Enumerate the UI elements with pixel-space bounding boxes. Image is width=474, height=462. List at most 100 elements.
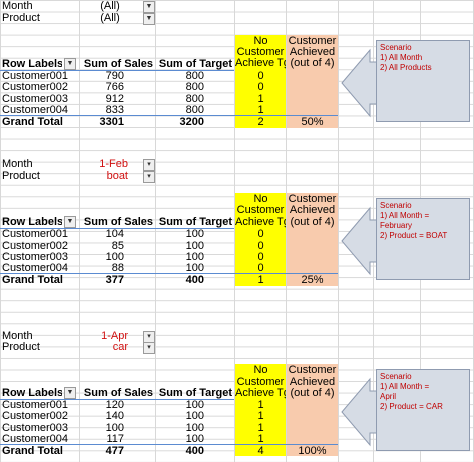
column-line — [234, 0, 235, 462]
header-divider — [0, 70, 234, 71]
scenario-title: Scenario — [380, 201, 412, 210]
filter-icon[interactable]: ▼ — [64, 216, 76, 228]
header-divider — [0, 399, 234, 400]
table-row: Customer004 — [2, 262, 69, 274]
cell-flag: 1 — [257, 104, 264, 116]
cell-flag: 0 — [257, 228, 264, 240]
filter-month-label: Month — [2, 0, 33, 12]
cell-target: 100 — [185, 262, 204, 274]
filter-active-icon[interactable]: ▾ — [143, 159, 155, 171]
row-labels-header: Row Labels — [2, 216, 62, 228]
sum-sales-header: Sum of Sales — [83, 216, 153, 228]
filter-product-label: Product — [2, 170, 40, 182]
cell-sales: 104 — [105, 228, 124, 240]
filter-icon[interactable]: ▼ — [64, 387, 76, 399]
scenario-title: Scenario — [380, 372, 412, 381]
filter-month-value[interactable]: 1-Feb — [99, 158, 128, 170]
total-target: 3200 — [179, 116, 204, 128]
sum-target-header: Sum of Target — [158, 387, 232, 399]
total-pct: 25% — [301, 274, 324, 286]
filter-active-icon[interactable]: ▾ — [143, 171, 155, 183]
total-divider — [0, 115, 338, 116]
header-achieved: (out of 4) — [290, 387, 335, 399]
cell-sales: 100 — [105, 251, 124, 263]
header-divider — [0, 228, 234, 229]
filter-month-value[interactable]: (All) — [100, 0, 120, 12]
header-achieved: Customer — [288, 193, 337, 205]
scenario-line: 1) All Month — [380, 53, 423, 62]
highlight-yellow — [235, 364, 286, 456]
cell-sales: 88 — [111, 262, 124, 274]
scenario-line: 1) All Month = — [380, 382, 430, 391]
scenario-note: Scenario 1) All Month = April 2) Product… — [376, 369, 470, 451]
highlight-yellow — [235, 193, 286, 286]
table-row: Customer004 — [2, 433, 69, 445]
filter-product-value[interactable]: car — [112, 341, 128, 353]
header-achieved: (out of 4) — [290, 216, 335, 228]
filter-icon[interactable]: ▼ — [64, 58, 76, 70]
cell-sales: 766 — [105, 81, 124, 93]
filter-month-label: Month — [2, 158, 33, 170]
filter-product-value[interactable]: boat — [106, 170, 128, 182]
scenario-line: 2) Product = BOAT — [380, 231, 448, 240]
column-line — [79, 0, 80, 462]
cell-target: 100 — [185, 410, 204, 422]
filter-active-icon[interactable]: ▾ — [143, 342, 155, 354]
cell-flag: 1 — [257, 410, 264, 422]
total-divider — [0, 444, 338, 445]
scenario-line: 2) All Products — [380, 63, 432, 72]
highlight-peach — [287, 364, 338, 456]
header-no-customer: Achieve Tgt — [235, 387, 286, 399]
sum-target-header: Sum of Target — [158, 58, 232, 70]
dropdown-arrow-icon[interactable]: ▼ — [143, 1, 155, 13]
cell-flag: 1 — [257, 422, 264, 434]
cell-sales: 85 — [111, 240, 124, 252]
highlight-peach — [287, 35, 338, 128]
cell-flag: 1 — [257, 93, 264, 105]
filter-month-label: Month — [2, 330, 33, 342]
filter-month-value[interactable]: 1-Apr — [101, 330, 128, 342]
header-no-customer: Achieve Tgt — [235, 216, 286, 228]
cell-target: 100 — [185, 240, 204, 252]
cell-target: 800 — [185, 93, 204, 105]
grand-total-label: Grand Total — [2, 116, 63, 128]
cell-target: 100 — [185, 433, 204, 445]
highlight-peach — [287, 193, 338, 286]
total-flag: 2 — [257, 116, 264, 128]
scenario-line: April — [380, 392, 397, 401]
table-row: Customer002 — [2, 410, 69, 422]
cell-target: 800 — [185, 70, 204, 82]
cell-sales: 100 — [105, 422, 124, 434]
scenario-note: Scenario 1) All Month 2) All Products — [376, 40, 470, 122]
header-achieved: Achieved — [289, 204, 336, 216]
cell-sales: 120 — [105, 399, 124, 411]
table-row: Customer003 — [2, 422, 69, 434]
total-sales: 477 — [105, 445, 124, 457]
total-sales: 3301 — [99, 116, 124, 128]
total-pct: 50% — [301, 116, 324, 128]
total-target: 400 — [185, 274, 204, 286]
table-row: Customer001 — [2, 399, 69, 411]
sum-sales-header: Sum of Sales — [83, 387, 153, 399]
highlight-yellow — [235, 35, 286, 128]
cell-flag: 0 — [257, 70, 264, 82]
header-achieved: Customer — [288, 364, 337, 376]
sum-target-header: Sum of Target — [158, 216, 232, 228]
filter-product-value[interactable]: (All) — [100, 12, 120, 24]
filter-product-label: Product — [2, 12, 40, 24]
dropdown-arrow-icon[interactable]: ▼ — [143, 13, 155, 25]
cell-target: 800 — [185, 81, 204, 93]
cell-target: 800 — [185, 104, 204, 116]
table-row: Customer002 — [2, 240, 69, 252]
header-no-customer: Customer — [236, 46, 285, 58]
header-no-customer: Customer — [236, 204, 285, 216]
cell-flag: 0 — [257, 262, 264, 274]
header-no-customer: No — [253, 35, 268, 47]
cell-target: 100 — [185, 422, 204, 434]
scenario-line: 2) Product = CAR — [380, 402, 443, 411]
cell-flag: 1 — [257, 433, 264, 445]
row-labels-header: Row Labels — [2, 58, 62, 70]
header-achieved: Achieved — [289, 376, 336, 388]
cell-flag: 0 — [257, 81, 264, 93]
grand-total-label: Grand Total — [2, 445, 63, 457]
